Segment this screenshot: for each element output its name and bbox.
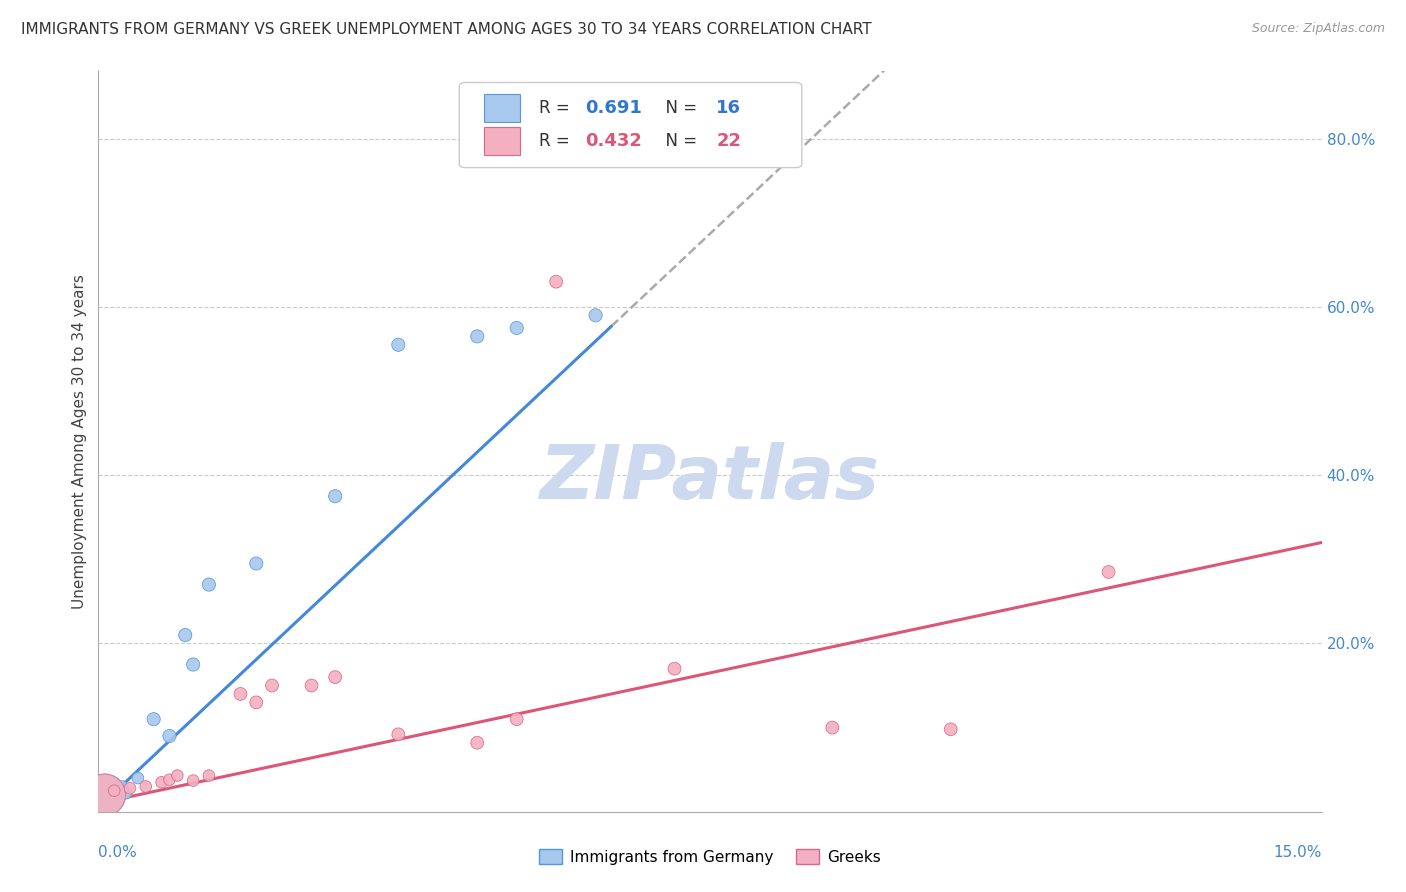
Legend: Immigrants from Germany, Greeks: Immigrants from Germany, Greeks bbox=[533, 843, 887, 871]
Text: 15.0%: 15.0% bbox=[1274, 845, 1322, 860]
Point bbox=[465, 329, 488, 343]
Point bbox=[387, 338, 409, 352]
Point bbox=[260, 679, 283, 693]
Point bbox=[245, 695, 267, 709]
Point bbox=[142, 712, 165, 726]
FancyBboxPatch shape bbox=[484, 95, 520, 122]
Point bbox=[135, 780, 157, 794]
Point bbox=[181, 773, 204, 788]
Point bbox=[585, 309, 607, 323]
Point bbox=[821, 721, 844, 735]
FancyBboxPatch shape bbox=[484, 127, 520, 155]
Point bbox=[198, 577, 221, 591]
Point bbox=[939, 723, 962, 737]
Point bbox=[159, 772, 181, 787]
Point bbox=[664, 662, 686, 676]
Text: Source: ZipAtlas.com: Source: ZipAtlas.com bbox=[1251, 22, 1385, 36]
Point bbox=[118, 781, 141, 796]
Text: R =: R = bbox=[538, 99, 575, 118]
Point bbox=[505, 712, 527, 726]
Y-axis label: Unemployment Among Ages 30 to 34 years: Unemployment Among Ages 30 to 34 years bbox=[72, 274, 87, 609]
Point bbox=[323, 489, 346, 503]
FancyBboxPatch shape bbox=[460, 82, 801, 168]
Point bbox=[505, 321, 527, 335]
Point bbox=[127, 771, 149, 785]
Point bbox=[181, 657, 204, 672]
Point bbox=[301, 679, 323, 693]
Point bbox=[111, 780, 134, 794]
Text: 0.432: 0.432 bbox=[585, 132, 643, 150]
Point bbox=[465, 736, 488, 750]
Point bbox=[93, 788, 115, 802]
Point bbox=[93, 788, 115, 802]
Text: R =: R = bbox=[538, 132, 575, 150]
Point bbox=[103, 783, 125, 797]
Point bbox=[166, 768, 188, 782]
Point bbox=[1097, 565, 1119, 579]
Text: 0.0%: 0.0% bbox=[98, 845, 138, 860]
Text: IMMIGRANTS FROM GERMANY VS GREEK UNEMPLOYMENT AMONG AGES 30 TO 34 YEARS CORRELAT: IMMIGRANTS FROM GERMANY VS GREEK UNEMPLO… bbox=[21, 22, 872, 37]
Point bbox=[174, 628, 197, 642]
Point bbox=[323, 670, 346, 684]
Text: N =: N = bbox=[655, 132, 703, 150]
Point bbox=[229, 687, 252, 701]
Point bbox=[103, 783, 125, 797]
Text: 16: 16 bbox=[716, 99, 741, 118]
Point bbox=[115, 786, 138, 800]
Text: ZIPatlas: ZIPatlas bbox=[540, 442, 880, 515]
Point bbox=[198, 768, 221, 782]
Text: N =: N = bbox=[655, 99, 703, 118]
Point bbox=[387, 727, 409, 741]
Point bbox=[546, 275, 568, 289]
Text: 0.691: 0.691 bbox=[585, 99, 643, 118]
Point bbox=[159, 729, 181, 743]
Point bbox=[245, 557, 267, 571]
Point bbox=[150, 775, 173, 789]
Text: 22: 22 bbox=[716, 132, 741, 150]
